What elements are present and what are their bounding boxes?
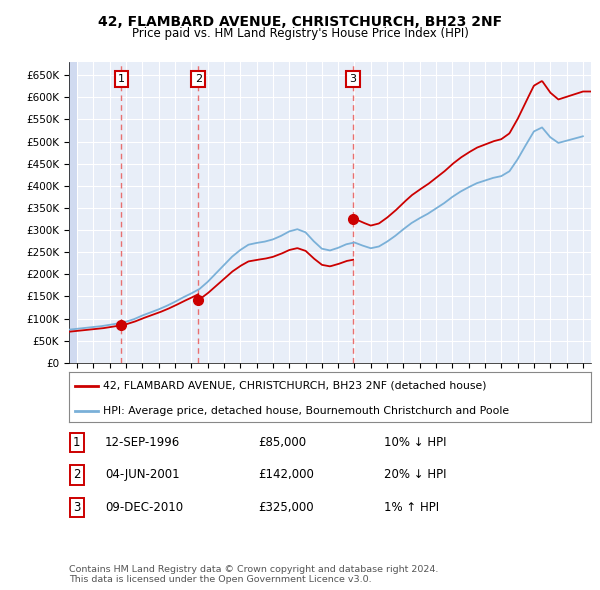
Text: £85,000: £85,000 [258,436,306,449]
Text: £325,000: £325,000 [258,501,314,514]
Text: 10% ↓ HPI: 10% ↓ HPI [384,436,446,449]
Text: 3: 3 [350,74,356,84]
Text: HPI: Average price, detached house, Bournemouth Christchurch and Poole: HPI: Average price, detached house, Bour… [103,406,509,416]
Text: 2: 2 [73,468,80,481]
Text: Price paid vs. HM Land Registry's House Price Index (HPI): Price paid vs. HM Land Registry's House … [131,27,469,40]
Text: 1: 1 [118,74,125,84]
Text: 09-DEC-2010: 09-DEC-2010 [105,501,183,514]
Text: 42, FLAMBARD AVENUE, CHRISTCHURCH, BH23 2NF: 42, FLAMBARD AVENUE, CHRISTCHURCH, BH23 … [98,15,502,29]
Text: 1% ↑ HPI: 1% ↑ HPI [384,501,439,514]
Text: 12-SEP-1996: 12-SEP-1996 [105,436,180,449]
Text: 3: 3 [73,501,80,514]
Text: 1: 1 [73,436,80,449]
Text: 20% ↓ HPI: 20% ↓ HPI [384,468,446,481]
Text: £142,000: £142,000 [258,468,314,481]
Text: Contains HM Land Registry data © Crown copyright and database right 2024.
This d: Contains HM Land Registry data © Crown c… [69,565,439,584]
Text: 2: 2 [194,74,202,84]
Text: 42, FLAMBARD AVENUE, CHRISTCHURCH, BH23 2NF (detached house): 42, FLAMBARD AVENUE, CHRISTCHURCH, BH23 … [103,381,487,391]
Text: 04-JUN-2001: 04-JUN-2001 [105,468,179,481]
